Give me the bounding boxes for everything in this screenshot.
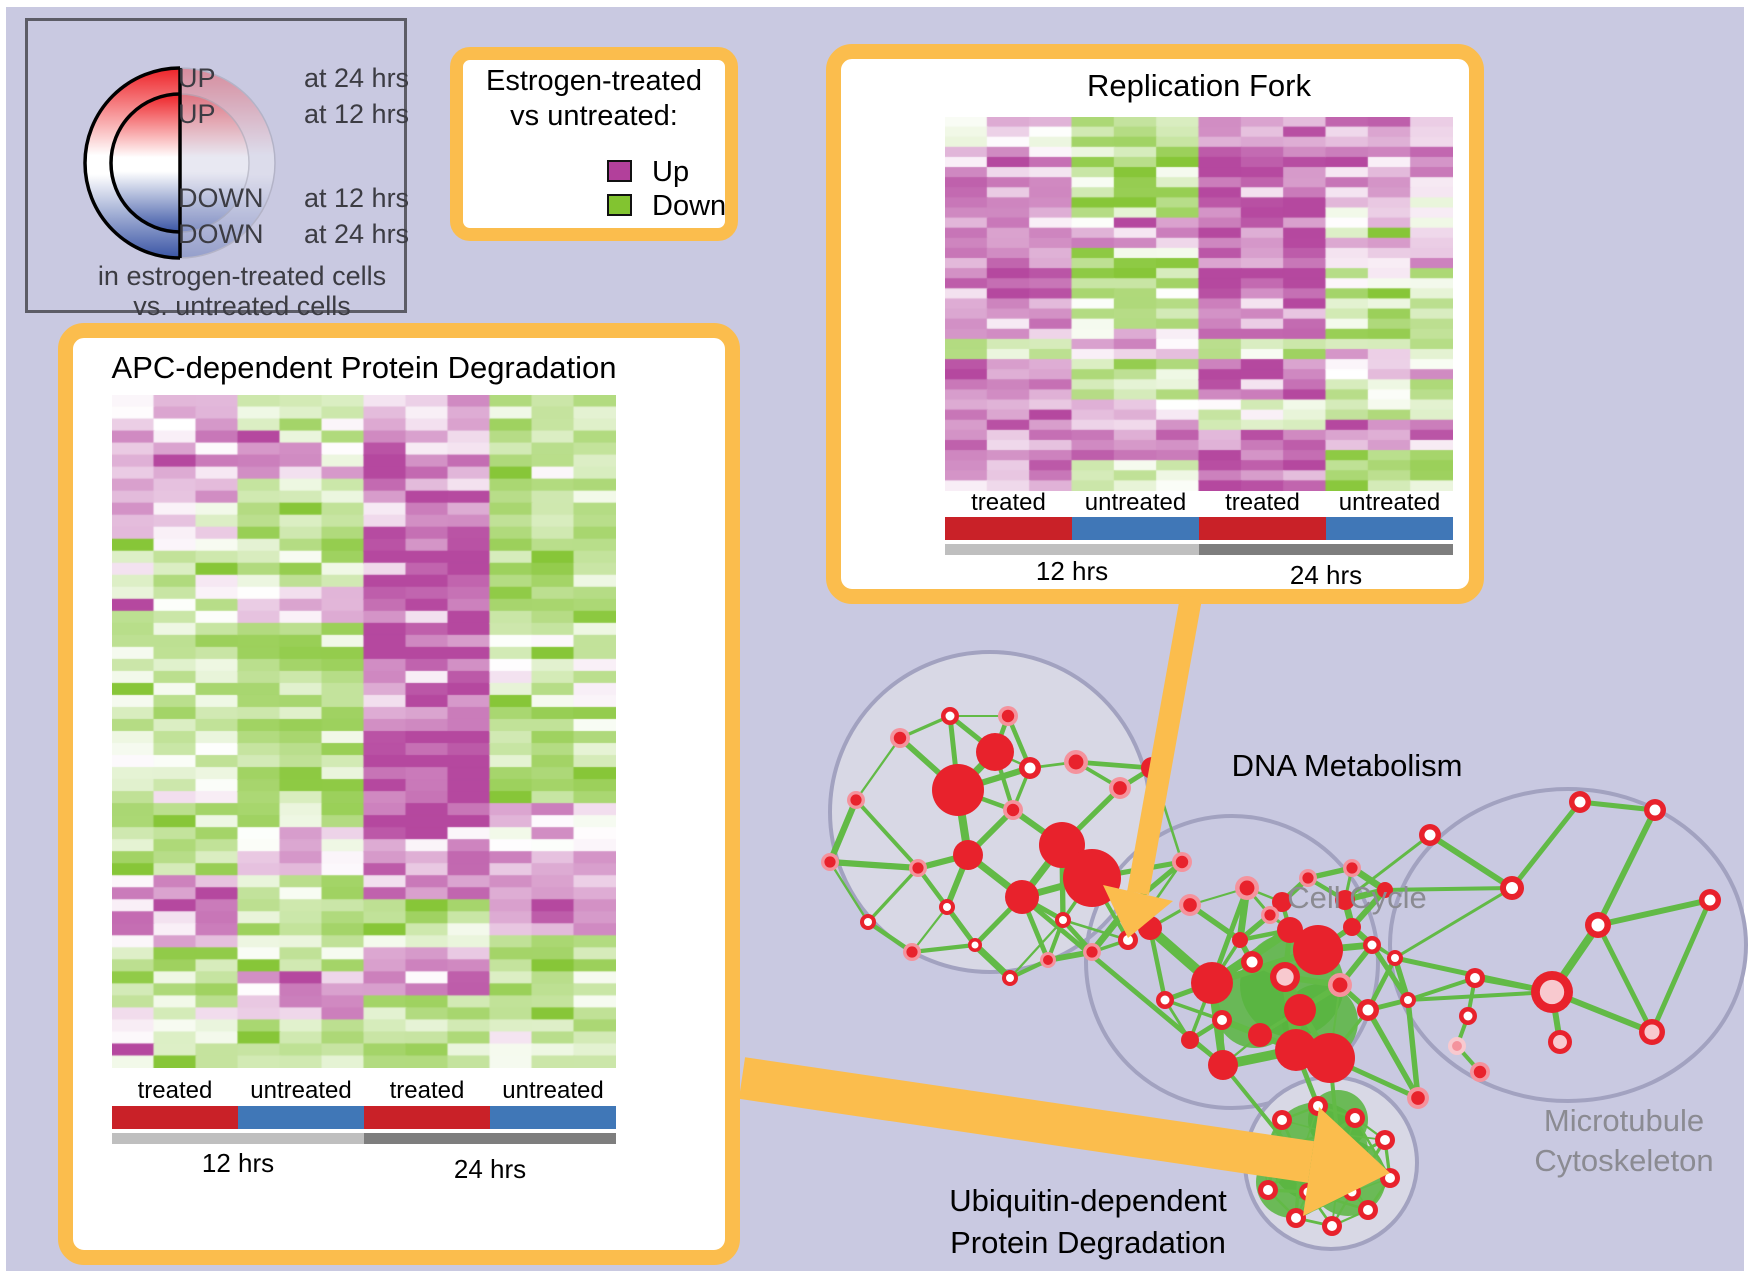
apc-24hrs-label: 24 hrs bbox=[453, 1154, 527, 1184]
legend-dir-down-24: DOWN bbox=[178, 219, 264, 249]
down-swatch-label: Down bbox=[652, 190, 727, 222]
estrogen-title-line2: vs untreated: bbox=[510, 100, 678, 132]
down-color-swatch bbox=[607, 194, 632, 216]
microtubule-label-line1: Microtubule bbox=[1543, 1103, 1705, 1138]
up-color-swatch bbox=[607, 160, 632, 182]
estrogen-legend-title: Estrogen-treated vs untreated: bbox=[450, 64, 738, 134]
dna-metabolism-label: DNA Metabolism bbox=[1231, 748, 1463, 783]
rf-group-label-4: untreated bbox=[1338, 489, 1441, 516]
replication-fork-title: Replication Fork bbox=[1087, 68, 1311, 103]
rf-24hrs-label: 24 hrs bbox=[1289, 560, 1363, 590]
apc-condition-bar bbox=[112, 1106, 616, 1129]
ubiquitin-label-line2: Protein Degradation bbox=[950, 1225, 1226, 1260]
estrogen-title-line1: Estrogen-treated bbox=[485, 65, 702, 97]
updown-circle-legend: UP at 24 hrs UP at 12 hrs DOWN at 12 hrs… bbox=[25, 18, 410, 321]
rf-12hrs-label: 12 hrs bbox=[1035, 556, 1109, 586]
apc-time-bar bbox=[112, 1133, 616, 1144]
rf-group-label-3: treated bbox=[1225, 489, 1300, 516]
legend-caption-line2: vs. untreated cells bbox=[133, 291, 351, 321]
legend-time-12b: at 12 hrs bbox=[304, 183, 410, 213]
cell-cycle-label: Cell Cycle bbox=[1287, 880, 1427, 915]
legend-dir-up-24: UP bbox=[178, 63, 216, 93]
rf-time-bar bbox=[945, 544, 1453, 555]
apc-group-label-4: untreated bbox=[502, 1077, 604, 1104]
rf-group-label-2: untreated bbox=[1084, 489, 1187, 516]
microtubule-label-line2: Cytoskeleton bbox=[1534, 1143, 1714, 1178]
legend-time-24b: at 24 hrs bbox=[304, 219, 410, 249]
up-swatch-label: Up bbox=[652, 156, 690, 188]
replication-fork-heatmap bbox=[945, 117, 1453, 491]
apc-heatmap bbox=[112, 395, 616, 1068]
apc-group-label-3: treated bbox=[389, 1077, 465, 1104]
rf-group-label-1: treated bbox=[971, 489, 1046, 516]
apc-group-label-1: treated bbox=[137, 1077, 213, 1104]
rf-condition-bar bbox=[945, 517, 1453, 540]
legend-time-24: at 24 hrs bbox=[304, 63, 410, 93]
apc-group-label-2: untreated bbox=[250, 1077, 352, 1104]
replication-fork-group-labels: treated untreated treated untreated bbox=[945, 489, 1453, 517]
estrogen-legend-box bbox=[450, 47, 738, 241]
ubiquitin-label-line1: Ubiquitin-dependent bbox=[949, 1183, 1227, 1218]
concentric-circles-icon bbox=[83, 66, 276, 260]
legend-caption-line1: in estrogen-treated cells bbox=[97, 261, 387, 291]
apc-title: APC-dependent Protein Degradation bbox=[111, 350, 617, 385]
apc-12hrs-label: 12 hrs bbox=[201, 1148, 275, 1178]
legend-time-12: at 12 hrs bbox=[304, 99, 410, 129]
legend-dir-up-12: UP bbox=[178, 99, 216, 129]
apc-group-labels: treated untreated treated untreated bbox=[112, 1077, 616, 1105]
legend-dir-down-12: DOWN bbox=[178, 183, 264, 213]
